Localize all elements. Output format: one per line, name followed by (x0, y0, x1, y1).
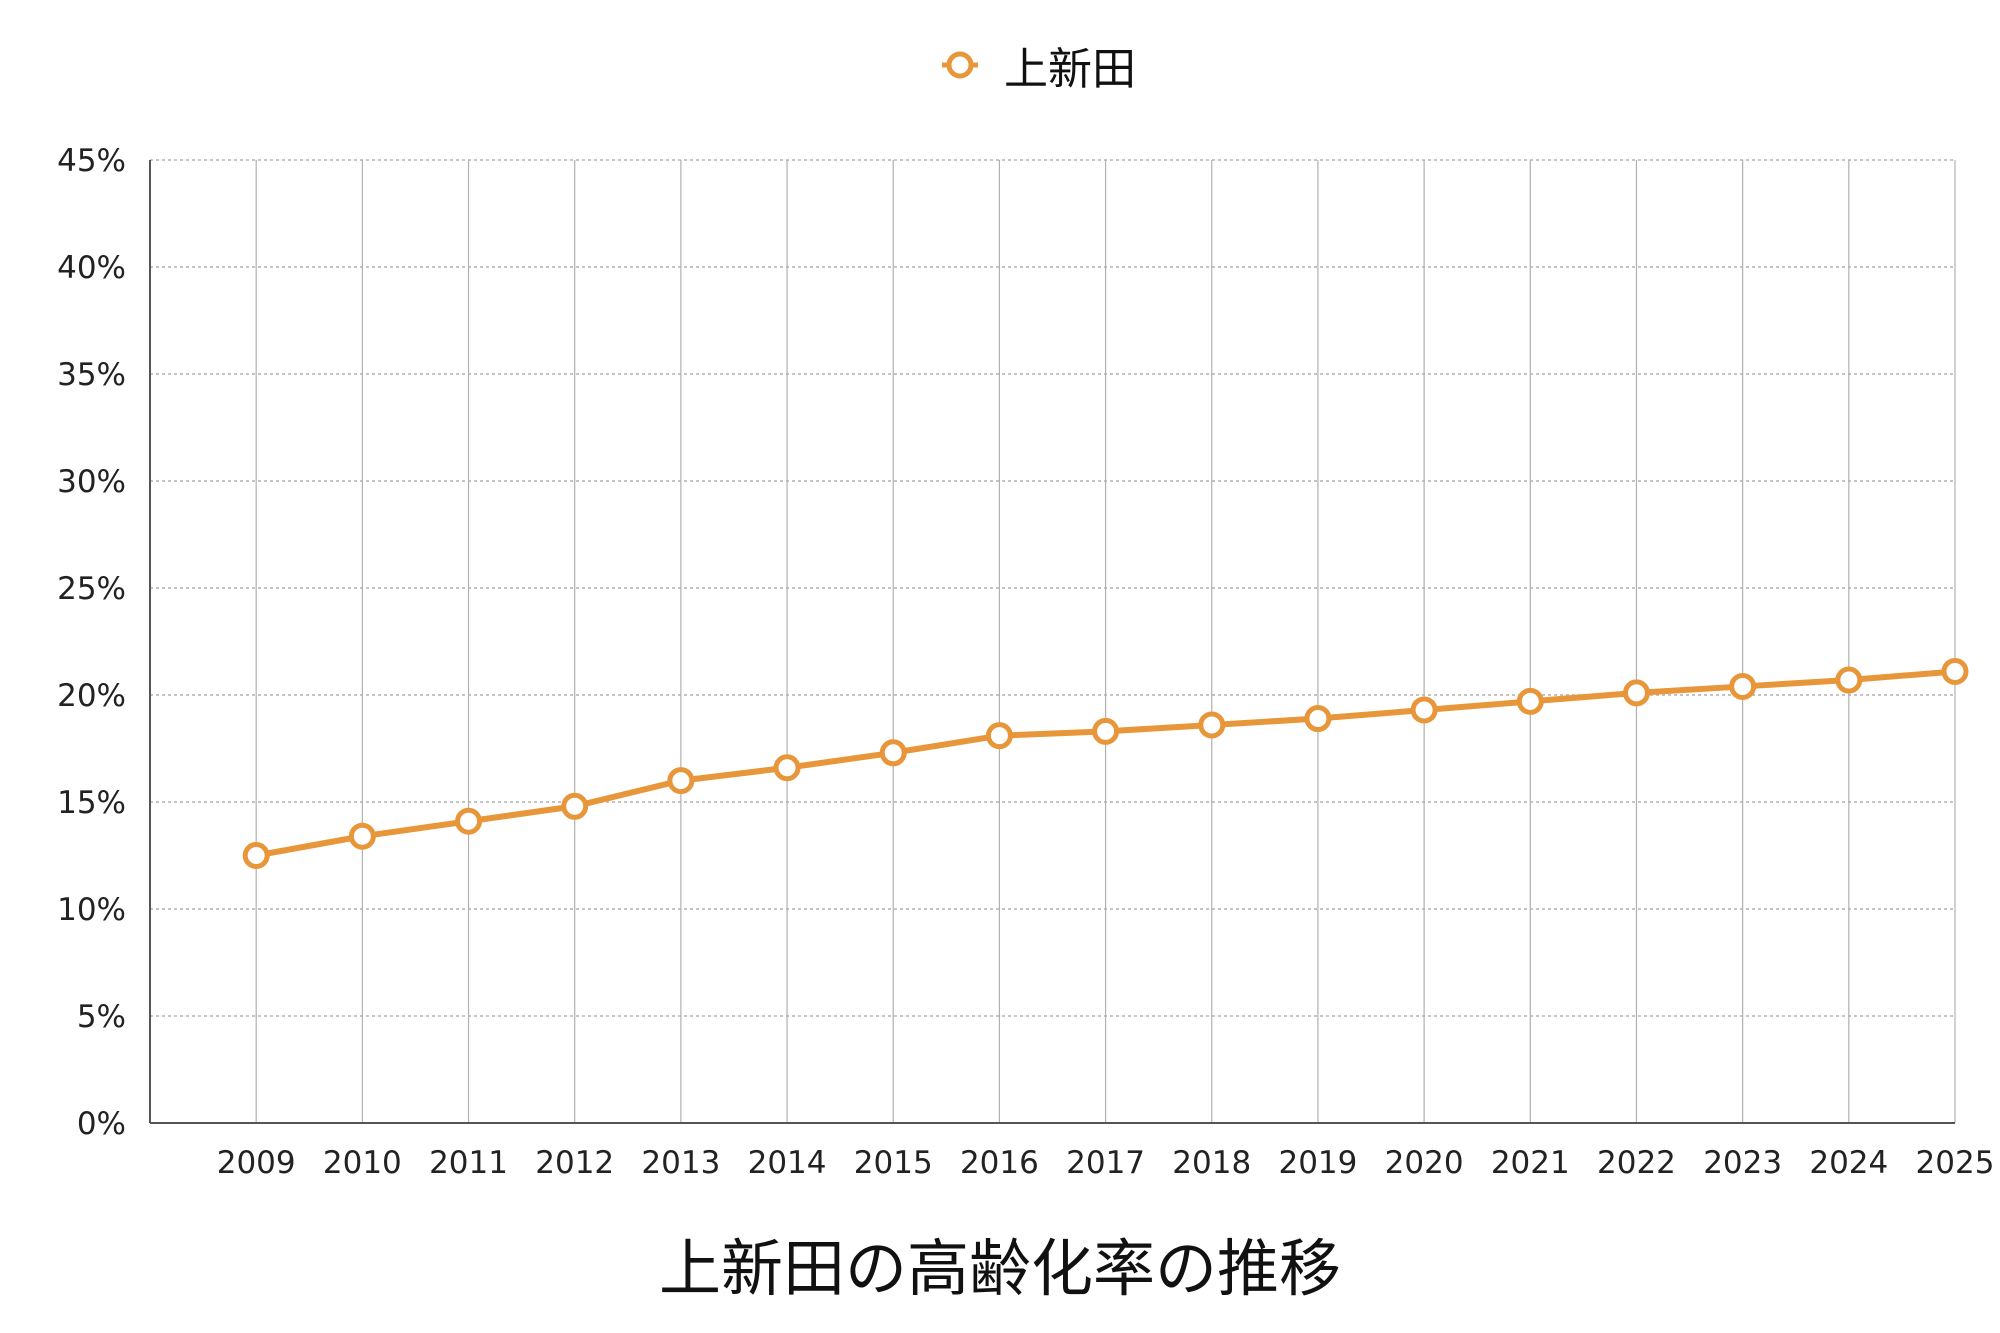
data-point (455, 807, 483, 835)
data-point (1729, 672, 1757, 700)
data-point (1410, 696, 1438, 724)
x-tick-label: 2021 (1491, 1145, 1570, 1181)
x-tick-label: 2013 (641, 1145, 720, 1181)
y-tick-label: 20% (57, 678, 126, 714)
data-point (1198, 711, 1226, 739)
y-tick-label: 25% (57, 571, 126, 607)
x-tick-label: 2022 (1597, 1145, 1676, 1181)
y-tick-label: 15% (57, 785, 126, 821)
x-tick-label: 2009 (217, 1145, 296, 1181)
y-tick-label: 35% (57, 357, 126, 393)
legend: 上新田 (940, 30, 1136, 100)
x-tick-label: 2016 (960, 1145, 1039, 1181)
chart-title: 上新田の高齢化率の推移 (658, 1232, 1341, 1305)
x-tick-label: 2018 (1172, 1145, 1251, 1181)
data-point (667, 767, 695, 795)
y-tick-label: 45% (57, 143, 126, 179)
data-point (1092, 717, 1120, 745)
data-point (1941, 657, 1969, 685)
y-tick-label: 30% (57, 464, 126, 500)
x-tick-label: 2023 (1703, 1145, 1782, 1181)
data-point (985, 722, 1013, 750)
x-tick-label: 2010 (323, 1145, 402, 1181)
legend-marker-icon (942, 51, 978, 79)
legend-label: 上新田 (1004, 44, 1136, 95)
x-tick-label: 2019 (1278, 1145, 1357, 1181)
x-tick-label: 2025 (1916, 1145, 1995, 1181)
y-tick-label: 10% (57, 892, 126, 928)
data-point (1304, 705, 1332, 733)
data-point (773, 754, 801, 782)
x-tick-label: 2024 (1809, 1145, 1888, 1181)
y-tick-label: 0% (77, 1106, 126, 1142)
x-tick-label: 2012 (535, 1145, 614, 1181)
x-tick-label: 2017 (1066, 1145, 1145, 1181)
data-point (242, 842, 270, 869)
data-point (348, 822, 376, 850)
x-tick-label: 2011 (429, 1145, 508, 1181)
x-tick-label: 2015 (854, 1145, 933, 1181)
data-point (1516, 687, 1544, 715)
y-tick-label: 5% (77, 999, 126, 1035)
data-point (1622, 679, 1650, 707)
y-tick-label: 40% (57, 250, 126, 286)
data-point (879, 739, 907, 767)
data-point (1835, 666, 1863, 694)
data-point (561, 792, 589, 820)
x-tick-label: 2020 (1385, 1145, 1464, 1181)
x-tick-label: 2014 (748, 1145, 827, 1181)
